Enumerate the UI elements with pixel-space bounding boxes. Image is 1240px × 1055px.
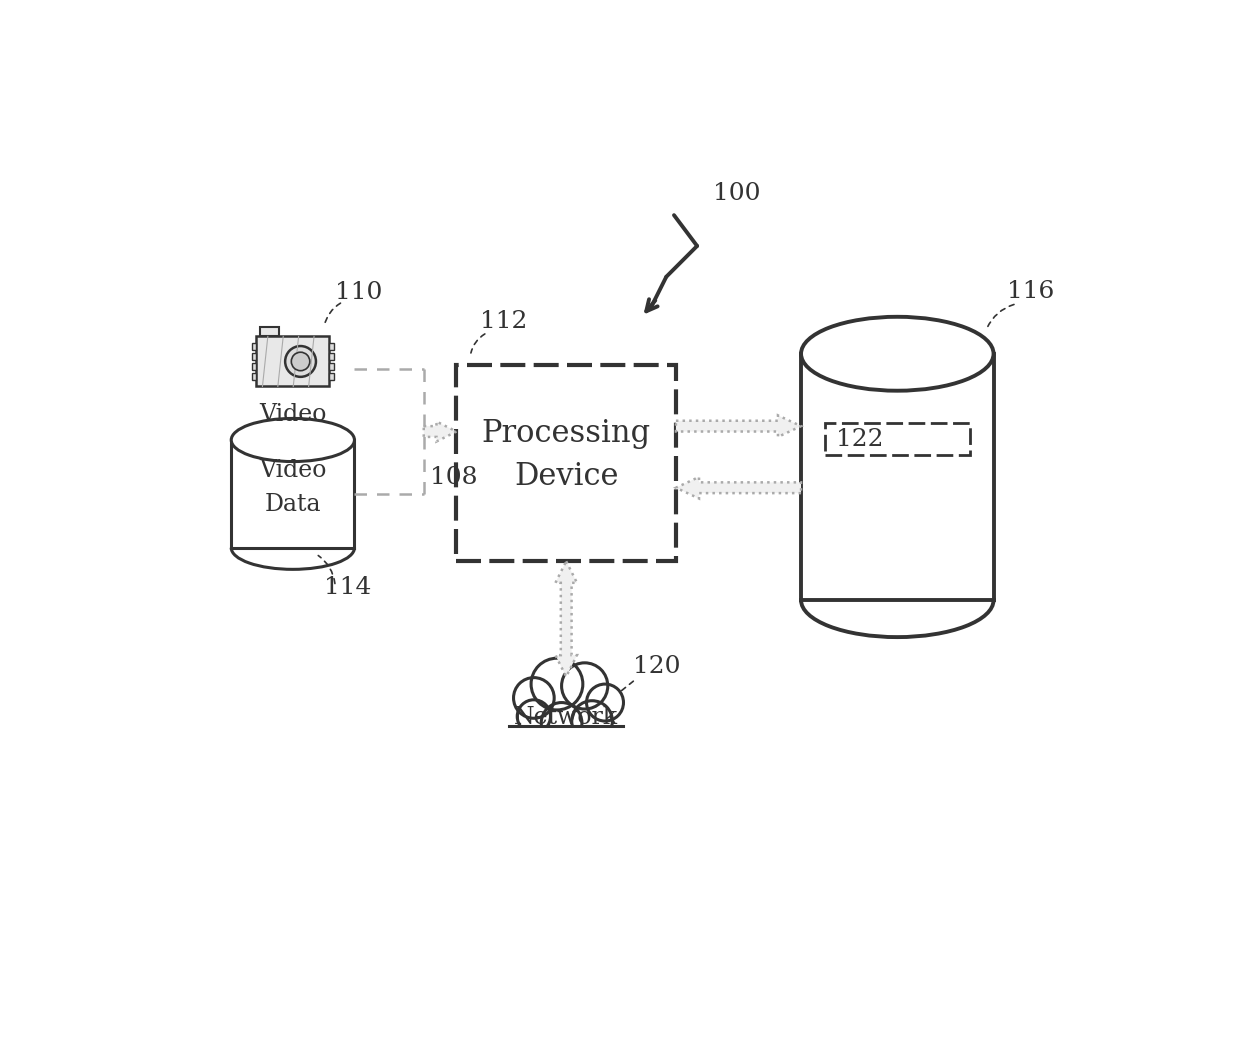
Circle shape xyxy=(531,658,583,710)
Text: 116: 116 xyxy=(1007,281,1055,303)
Bar xyxy=(330,363,334,370)
Bar xyxy=(252,373,257,380)
Circle shape xyxy=(291,352,310,370)
Bar xyxy=(260,327,279,337)
Circle shape xyxy=(587,684,624,721)
Circle shape xyxy=(541,703,582,743)
Text: 108: 108 xyxy=(430,466,477,488)
Ellipse shape xyxy=(231,419,355,461)
Bar xyxy=(252,343,257,350)
Text: 122: 122 xyxy=(836,427,883,450)
Bar xyxy=(231,440,355,548)
Text: 112: 112 xyxy=(480,310,527,333)
Circle shape xyxy=(562,663,608,709)
Text: 110: 110 xyxy=(335,282,383,305)
Text: Video
Data: Video Data xyxy=(259,459,326,516)
Circle shape xyxy=(517,699,551,733)
Polygon shape xyxy=(676,477,801,499)
Bar xyxy=(257,337,330,386)
Bar xyxy=(506,726,626,753)
Bar xyxy=(330,353,334,361)
Polygon shape xyxy=(424,422,456,442)
Text: Network: Network xyxy=(515,707,619,729)
Bar xyxy=(330,343,334,350)
Bar xyxy=(825,423,970,456)
Text: 120: 120 xyxy=(632,655,681,678)
Bar xyxy=(330,373,334,380)
Bar xyxy=(252,353,257,361)
Polygon shape xyxy=(556,561,577,676)
Text: Video: Video xyxy=(259,403,326,426)
Bar xyxy=(456,365,676,561)
Text: Processing
Device: Processing Device xyxy=(481,419,651,493)
Bar xyxy=(801,353,993,600)
Circle shape xyxy=(285,346,316,377)
Text: 114: 114 xyxy=(324,576,371,599)
Circle shape xyxy=(572,701,613,742)
Bar xyxy=(252,363,257,370)
Text: 100: 100 xyxy=(713,181,760,205)
Circle shape xyxy=(513,677,554,718)
Ellipse shape xyxy=(801,316,993,390)
Polygon shape xyxy=(676,416,801,437)
